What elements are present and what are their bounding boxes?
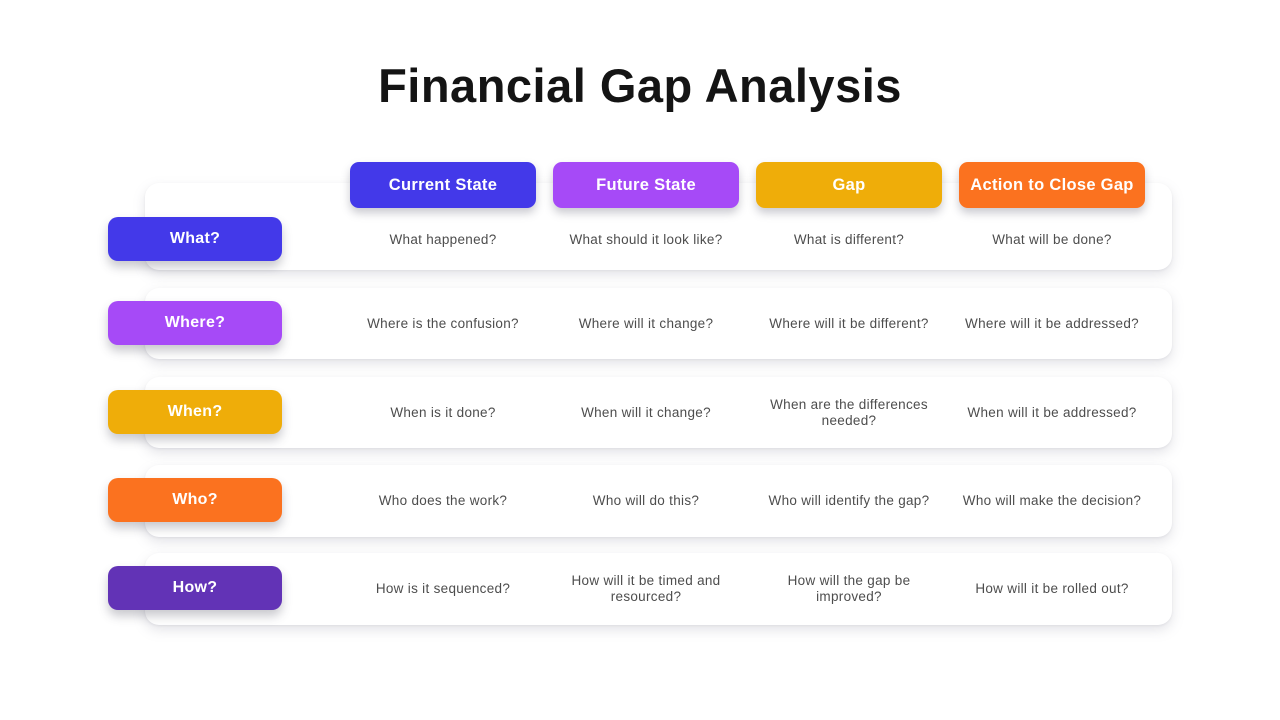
table-cell: Where is the confusion? (367, 316, 519, 331)
row-label-how: How? (108, 566, 282, 610)
cell-row-what: What happened? What should it look like?… (350, 218, 1145, 262)
column-header-row: Current State Future State Gap Action to… (350, 162, 1145, 208)
table-cell: Where will it be addressed? (965, 316, 1139, 331)
table-cell: How will it be rolled out? (975, 581, 1129, 596)
table-cell: What should it look like? (569, 232, 723, 247)
row-card-how (145, 553, 1172, 625)
table-cell: Who will make the decision? (962, 493, 1142, 508)
row-label-where: Where? (108, 301, 282, 345)
row-label-when: When? (108, 390, 282, 434)
cell-row-where: Where is the confusion? Where will it ch… (350, 302, 1145, 346)
table-cell: What is different? (793, 232, 905, 247)
table-cell: How will the gap be improved? (787, 573, 911, 604)
table-cell: Where will it be different? (769, 316, 929, 331)
table-cell: What happened? (389, 232, 497, 247)
cell-row-how: How is it sequenced? How will it be time… (350, 567, 1145, 611)
row-label-what: What? (108, 217, 282, 261)
row-card-where (145, 288, 1172, 359)
table-cell: How will it be timed and resourced? (571, 573, 721, 604)
row-card-who (145, 465, 1172, 537)
table-cell: When is it done? (390, 405, 496, 420)
cell-row-who: Who does the work? Who will do this? Who… (350, 479, 1145, 523)
table-cell: When will it be addressed? (967, 405, 1137, 420)
column-header-future-state: Future State (553, 162, 739, 208)
table-cell: Who will identify the gap? (768, 493, 930, 508)
table-cell: How is it sequenced? (375, 581, 511, 596)
table-cell: Who will do this? (592, 493, 700, 508)
column-header-current-state: Current State (350, 162, 536, 208)
row-card-when (145, 377, 1172, 448)
table-cell: Who does the work? (378, 493, 508, 508)
column-header-gap: Gap (756, 162, 942, 208)
table-cell: When are the differences needed? (770, 397, 928, 428)
cell-row-when: When is it done? When will it change? Wh… (350, 391, 1145, 435)
column-header-action-to-close-gap: Action to Close Gap (959, 162, 1145, 208)
table-cell: What will be done? (992, 232, 1112, 247)
page-title: Financial Gap Analysis (378, 59, 902, 112)
table-cell: Where will it change? (578, 316, 714, 331)
row-label-who: Who? (108, 478, 282, 522)
table-cell: When will it change? (581, 405, 711, 420)
